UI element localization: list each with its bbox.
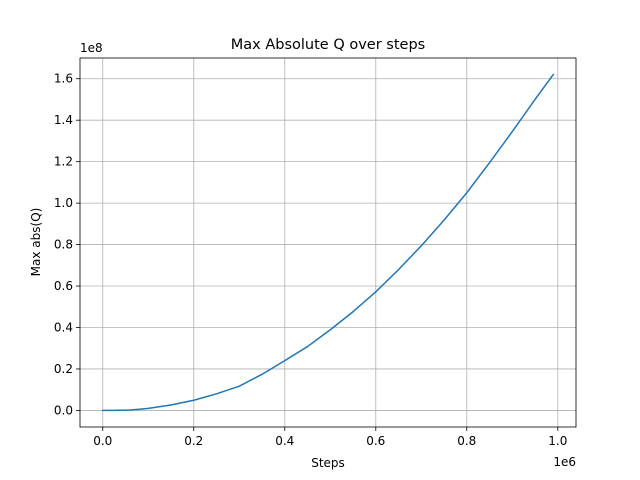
y-axis-label: Max abs(Q) [29, 208, 43, 277]
plot-frame [79, 57, 577, 428]
x-tick-label: 0.4 [275, 434, 294, 448]
x-tick-label: 0.0 [93, 434, 112, 448]
y-tick-label: 1.0 [54, 196, 73, 210]
x-tick-label: 0.6 [366, 434, 385, 448]
x-axis-ticks: 0.0 0.2 0.4 0.6 0.8 1.0 [93, 427, 567, 448]
x-tick-label: 0.2 [184, 434, 203, 448]
y-tick-label: 0.4 [54, 320, 73, 334]
y-tick-label: 1.6 [54, 72, 73, 86]
y-tick-label: 1.4 [54, 113, 73, 127]
y-axis-ticks: 0.0 0.2 0.4 0.6 0.8 1.0 1.2 1.4 1.6 [54, 72, 80, 417]
x-axis-label: Steps [311, 456, 345, 470]
series-line [102, 73, 555, 412]
x-tick-label: 0.8 [457, 434, 476, 448]
y-offset-text: 1e8 [80, 41, 103, 55]
x-tick-label: 1.0 [548, 434, 567, 448]
x-offset-text: 1e6 [553, 455, 576, 469]
y-tick-label: 0.6 [54, 279, 73, 293]
chart-title: Max Absolute Q over steps [231, 37, 425, 53]
y-tick-label: 0.2 [54, 362, 73, 376]
y-tick-label: 0.8 [54, 238, 73, 252]
y-tick-label: 1.2 [54, 155, 73, 169]
series-layer [102, 73, 555, 412]
y-tick-label: 0.0 [54, 403, 73, 417]
grid [80, 58, 576, 427]
